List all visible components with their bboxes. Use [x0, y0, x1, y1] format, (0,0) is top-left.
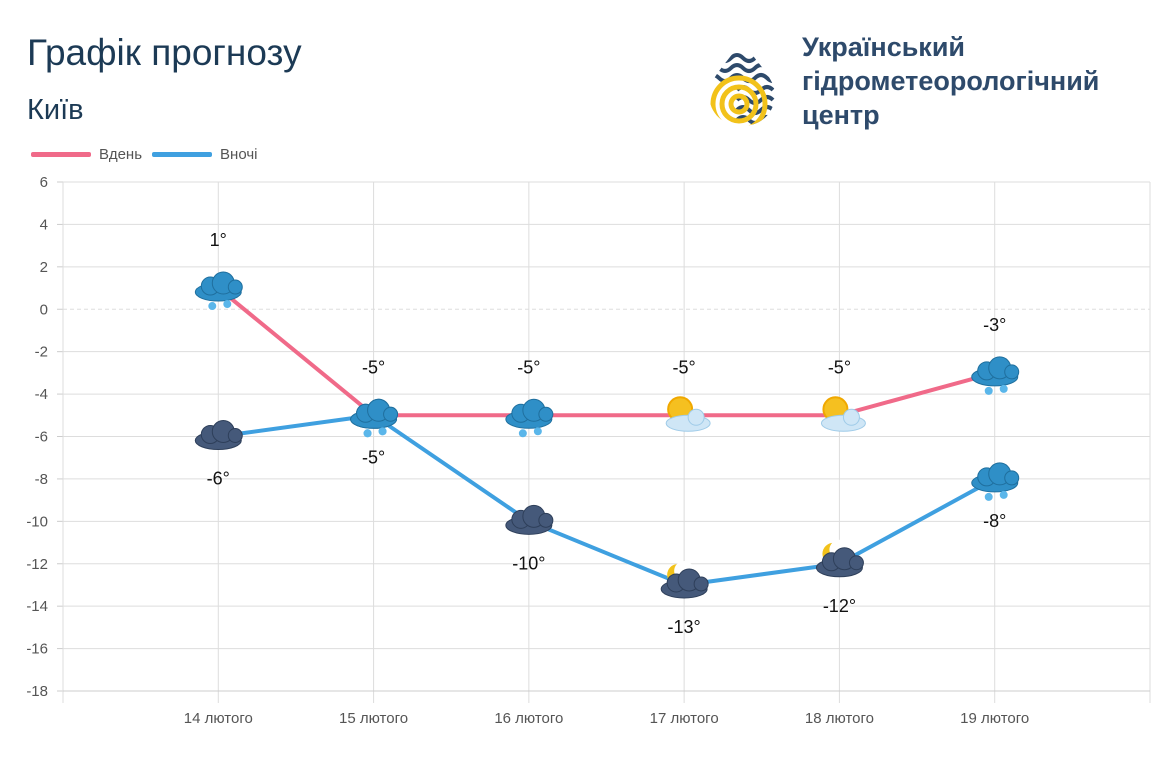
snowflake — [999, 384, 1008, 393]
y-tick-label: 6 — [40, 174, 48, 191]
x-tick-label: 19 лютого — [960, 710, 1029, 727]
snowflake — [984, 492, 993, 501]
snowflake — [208, 302, 217, 311]
data-label: -13° — [668, 617, 701, 637]
data-label: -12° — [823, 596, 856, 616]
chart-legend: Вдень Вночі — [31, 146, 267, 163]
y-tick-label: -18 — [26, 683, 48, 700]
x-tick-label: 18 лютого — [805, 710, 874, 727]
cloud-part — [227, 279, 243, 295]
legend-item-night[interactable]: Вночі — [152, 146, 257, 163]
cloud-snow-icon — [971, 462, 1020, 501]
series-line-night — [218, 413, 996, 587]
snowflake — [363, 429, 372, 438]
org-name-line: Український — [802, 32, 966, 62]
cloud-part — [538, 406, 554, 422]
snowflake — [518, 429, 527, 438]
cloud-snow-icon — [971, 356, 1020, 395]
cloud-part — [1004, 470, 1020, 486]
org-name-line: центр — [802, 100, 880, 130]
city-name: Київ — [27, 94, 84, 126]
org-name-line: гідрометеорологічний — [802, 66, 1100, 96]
x-tick-label: 15 лютого — [339, 710, 408, 727]
cloud-part — [1004, 364, 1020, 380]
y-tick-label: 0 — [40, 301, 48, 318]
water-drop-logo-icon — [709, 53, 775, 126]
snowflake — [223, 300, 232, 309]
moon-cloud-icon — [660, 560, 709, 599]
data-label: -8° — [983, 511, 1006, 531]
org-name: Український гідрометеорологічний центр — [802, 30, 1099, 132]
cloud-part — [227, 428, 243, 443]
sun-cloud-icon — [665, 396, 711, 432]
cloud-part — [848, 555, 864, 571]
y-tick-label: -16 — [26, 641, 48, 658]
y-tick-label: -8 — [35, 471, 48, 488]
x-tick-label: 14 лютого — [184, 710, 253, 727]
legend-swatch-night — [152, 152, 213, 157]
data-label: 1° — [210, 230, 227, 250]
cloud-snow-icon — [194, 271, 243, 311]
snowflake — [533, 427, 542, 436]
cloud-part — [383, 406, 399, 422]
dark-cloud-icon — [194, 420, 243, 450]
data-label: -6° — [207, 469, 230, 489]
data-label: -3° — [983, 315, 1006, 335]
data-label: -5° — [517, 357, 540, 377]
y-tick-label: -2 — [35, 344, 48, 361]
y-tick-label: 4 — [40, 216, 48, 233]
data-label: -5° — [673, 357, 696, 377]
y-tick-label: -10 — [26, 513, 48, 530]
snowflake — [378, 427, 387, 436]
y-tick-label: 2 — [40, 259, 48, 276]
legend-label-day: Вдень — [99, 146, 143, 163]
data-label: -10° — [512, 553, 545, 573]
sun-cloud-icon — [820, 396, 866, 432]
series-line-day — [217, 286, 996, 418]
snowflake — [999, 490, 1008, 499]
cloud-part — [693, 576, 709, 592]
moon-cloud-icon — [815, 539, 864, 578]
snowflake — [984, 386, 993, 395]
y-tick-label: -4 — [35, 386, 48, 403]
dark-cloud-icon — [505, 504, 554, 535]
cloud-snow-icon — [505, 398, 554, 438]
y-tick-label: -12 — [26, 556, 48, 573]
data-label: -5° — [362, 357, 385, 377]
page-title: Графік прогнозу — [27, 32, 302, 73]
x-tick-label: 16 лютого — [494, 710, 563, 727]
data-label: -5° — [362, 447, 385, 467]
data-label: -5° — [828, 357, 851, 377]
legend-label-night: Вночі — [220, 146, 258, 163]
cloud-part — [842, 408, 860, 426]
cloud-part — [687, 408, 705, 426]
cloud-snow-icon — [350, 398, 399, 438]
legend-swatch-day — [31, 152, 91, 157]
y-tick-label: -14 — [26, 598, 48, 615]
y-tick-label: -6 — [35, 429, 48, 446]
cloud-part — [538, 512, 554, 528]
x-tick-label: 17 лютого — [650, 710, 719, 727]
legend-item-day[interactable]: Вдень — [31, 146, 142, 163]
